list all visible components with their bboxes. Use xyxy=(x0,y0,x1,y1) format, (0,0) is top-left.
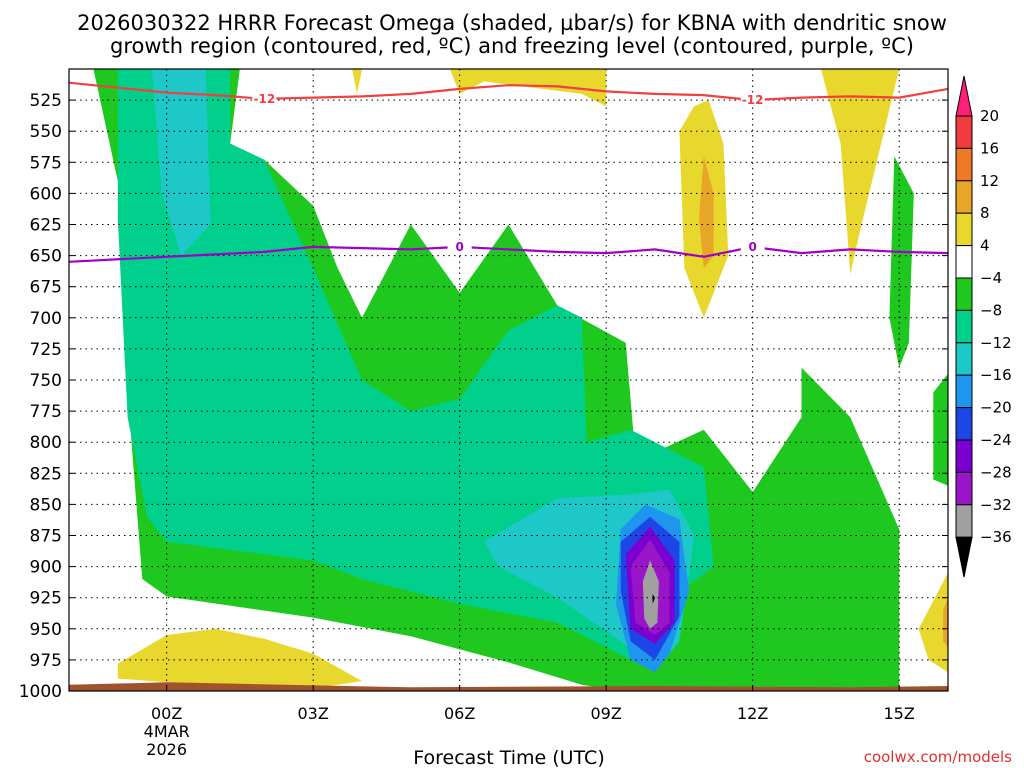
credit-text: coolwx.com/models xyxy=(864,748,1012,766)
omega-region-19 xyxy=(652,594,655,604)
omega-region-13 xyxy=(449,69,607,107)
dgz-contour-line xyxy=(69,81,948,102)
omega-region-2 xyxy=(933,373,948,486)
colorbar-label-2: 12 xyxy=(980,172,999,190)
colorbar-bin-2 xyxy=(955,180,973,214)
colorbar-label-10: −24 xyxy=(980,431,1012,449)
y-axis-ticks: 525 550 575 600 625 650 675 700 725 750 775 800 825 8… xyxy=(19,91,948,702)
colorbar-bin-6 xyxy=(955,309,973,344)
chart-title-line-2: growth region (contoured, red, ºC) and f… xyxy=(110,34,914,58)
colorbar-label-4: 4 xyxy=(980,237,990,255)
terrain-band xyxy=(69,682,948,691)
colorbar-top-arrow xyxy=(955,75,973,117)
colorbar-label-11: −28 xyxy=(980,463,1012,481)
x-tick-label-12Z: 12Z xyxy=(737,704,768,723)
freezing-level-line xyxy=(69,245,948,263)
x-axis-label: Forecast Time (UTC) xyxy=(413,747,604,768)
colorbar-bin-12 xyxy=(955,504,973,538)
y-tick-label-625: 625 xyxy=(30,216,62,236)
contour-lines: -12 -12 0 0 xyxy=(69,81,948,263)
colorbar-bin-0 xyxy=(955,115,973,149)
colorbar-label-5: −4 xyxy=(980,269,1002,287)
chart-title-line-1: 2026030322 HRRR Forecast Omega (shaded, … xyxy=(77,11,947,35)
y-tick-label-725: 725 xyxy=(30,340,62,360)
x-tick-date: 4MAR xyxy=(144,722,190,741)
colorbar-label-0: 20 xyxy=(980,107,999,125)
colorbar-bin-11 xyxy=(955,471,973,506)
grid-lines xyxy=(69,69,948,692)
x-tick-label-15Z: 15Z xyxy=(884,704,915,723)
y-tick-label-875: 875 xyxy=(30,527,62,547)
colorbar-label-9: −20 xyxy=(980,399,1012,417)
y-tick-label-900: 900 xyxy=(30,558,62,578)
colorbar-label-3: 8 xyxy=(980,204,990,222)
x-tick-label-09Z: 09Z xyxy=(591,704,622,723)
colorbar-label-7: −12 xyxy=(980,334,1012,352)
y-tick-label-650: 650 xyxy=(30,247,62,267)
omega-region-18 xyxy=(943,597,948,648)
colorbar-label-12: −32 xyxy=(980,496,1012,514)
freezing-level-label-bg-0 xyxy=(447,239,472,254)
y-tick-label-1000: 1000 xyxy=(19,682,62,702)
y-tick-label-600: 600 xyxy=(30,184,62,204)
omega-region-16 xyxy=(918,572,948,673)
colorbar-bottom-arrow xyxy=(955,536,973,578)
x-tick-label-03Z: 03Z xyxy=(298,704,329,723)
y-tick-label-550: 550 xyxy=(30,122,62,142)
omega-region-12 xyxy=(352,69,362,94)
freezing-level-label-1: 0 xyxy=(748,240,756,254)
colorbar-bin-7 xyxy=(955,342,973,376)
colorbar: 20 16 12 8 4 −4 −8 −12 −16 −20 −24 −28 −32 −36 xyxy=(955,75,1012,578)
y-tick-label-950: 950 xyxy=(30,620,62,640)
y-tick-label-800: 800 xyxy=(30,433,62,453)
y-tick-label-775: 775 xyxy=(30,402,62,422)
colorbar-bin-9 xyxy=(955,407,973,441)
colorbar-bin-4 xyxy=(955,245,973,279)
x-tick-label-00Z: 00Z xyxy=(151,704,182,723)
omega-region-15 xyxy=(821,69,900,275)
colorbar-label-13: −36 xyxy=(980,528,1012,546)
colorbar-label-6: −8 xyxy=(980,301,1002,319)
y-tick-label-675: 675 xyxy=(30,278,62,298)
y-tick-label-750: 750 xyxy=(30,371,62,391)
dgz-contour-label-bg-0 xyxy=(252,91,277,106)
y-tick-label-575: 575 xyxy=(30,153,62,173)
y-tick-label-850: 850 xyxy=(30,495,62,515)
omega-region-17 xyxy=(699,156,714,268)
omega-region-1 xyxy=(889,156,914,368)
freezing-level-label-bg-1 xyxy=(740,239,765,254)
x-tick-label-06Z: 06Z xyxy=(444,704,475,723)
y-tick-label-825: 825 xyxy=(30,464,62,484)
colorbar-bin-8 xyxy=(955,374,973,409)
x-tick-year: 2026 xyxy=(146,740,187,759)
colorbar-label-8: −16 xyxy=(980,366,1012,384)
colorbar-label-1: 16 xyxy=(980,139,999,157)
dgz-contour-label-bg-1 xyxy=(740,93,765,108)
omega-region-10 xyxy=(642,560,659,629)
y-tick-label-700: 700 xyxy=(30,309,62,329)
colorbar-bin-5 xyxy=(955,277,973,311)
freezing-level-label-0: 0 xyxy=(455,240,463,254)
colorbar-bin-3 xyxy=(955,212,973,247)
dgz-contour-label-0: -12 xyxy=(253,92,275,106)
omega-region-11 xyxy=(117,628,362,689)
y-tick-label-975: 975 xyxy=(30,651,62,671)
y-tick-label-925: 925 xyxy=(30,589,62,609)
colorbar-bin-10 xyxy=(955,439,973,473)
dgz-contour-label-1: -12 xyxy=(742,93,764,107)
y-tick-label-525: 525 xyxy=(30,91,62,111)
terrain-fill xyxy=(69,682,948,691)
colorbar-bin-1 xyxy=(955,147,973,182)
omega-region-4 xyxy=(152,69,211,256)
